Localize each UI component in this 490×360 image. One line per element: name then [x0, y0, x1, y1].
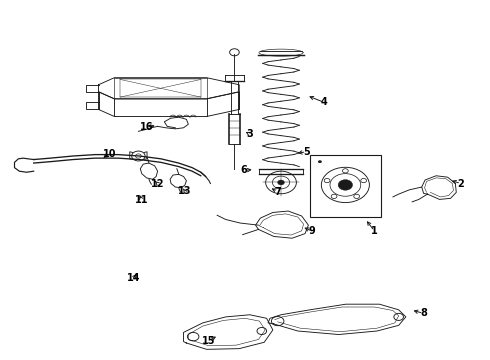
Text: 9: 9 [309, 226, 316, 236]
Text: 14: 14 [127, 273, 140, 283]
Circle shape [331, 194, 337, 198]
Circle shape [324, 179, 330, 183]
Text: 2: 2 [458, 179, 465, 189]
Text: 1: 1 [371, 226, 378, 236]
Circle shape [338, 180, 353, 190]
Text: 15: 15 [202, 336, 216, 346]
Circle shape [343, 169, 348, 173]
Circle shape [354, 194, 360, 198]
Circle shape [278, 180, 284, 185]
Text: 5: 5 [303, 147, 310, 157]
Text: 11: 11 [135, 195, 148, 206]
Text: 4: 4 [321, 98, 328, 107]
Text: 12: 12 [151, 179, 164, 189]
Text: 10: 10 [103, 149, 116, 158]
Circle shape [361, 179, 367, 183]
Text: 6: 6 [240, 166, 247, 175]
Text: 13: 13 [178, 186, 192, 196]
Text: 3: 3 [246, 129, 253, 139]
Text: 16: 16 [140, 122, 153, 132]
Text: 8: 8 [420, 309, 427, 318]
Circle shape [318, 160, 322, 163]
Text: 7: 7 [274, 186, 281, 197]
Bar [310, 155, 381, 217]
